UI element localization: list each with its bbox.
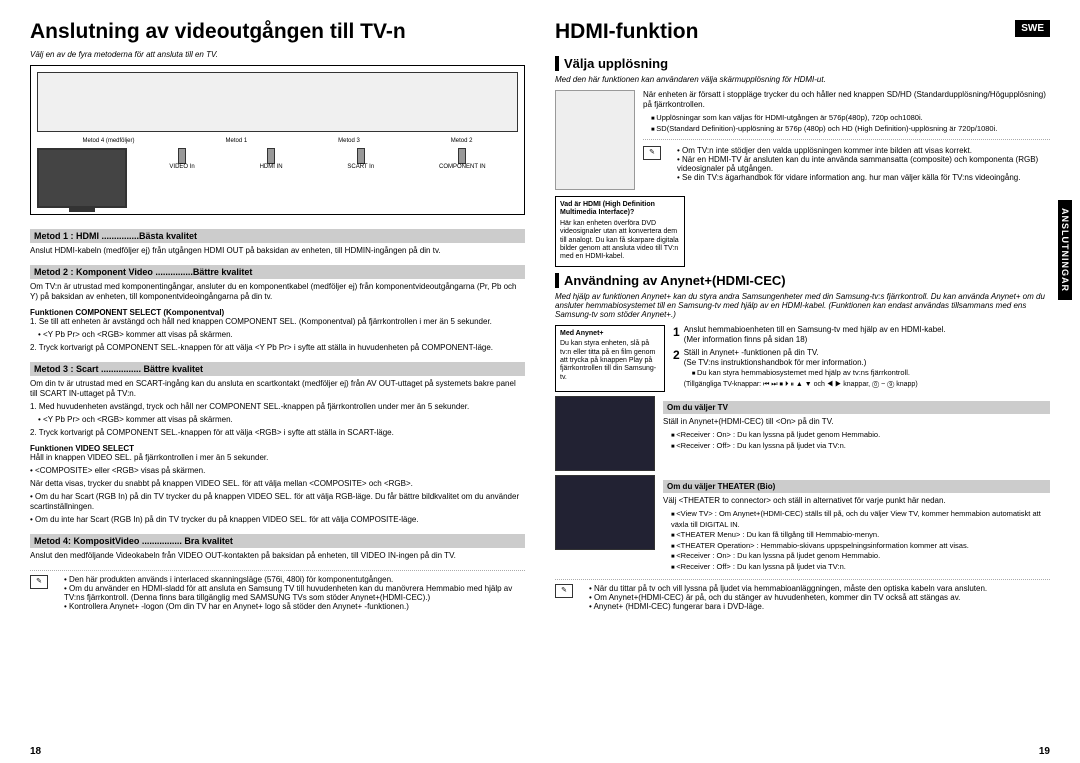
section-subtitle: Med hjälp av funktionen Anynet+ kan du s…	[555, 292, 1050, 319]
body-text: Om TV:n är utrustad med komponentingånga…	[30, 282, 525, 302]
list-item: <Receiver : On> : Du kan lyssna på ljude…	[671, 430, 1050, 441]
note-text: Kontrollera Anynet+ -logon (Om din TV ha…	[64, 602, 525, 611]
note-text: Se din TV:s ägarhandbok för vidare infor…	[677, 173, 1050, 182]
note-text: Om Anynet+(HDMI-CEC) är på, och du stäng…	[589, 593, 987, 602]
port-label: VIDEO In	[169, 164, 194, 170]
list-item: <THEATER Operation> : Hemmabio-skivans u…	[671, 541, 1050, 552]
step-text: Ställ in Anynet+ -funktionen på din TV.	[684, 348, 819, 357]
list-item: <Receiver : On> : Du kan lyssna på ljude…	[671, 551, 1050, 562]
section-subtitle: Med den här funktionen kan användaren vä…	[555, 75, 1050, 84]
list-item: <View TV> : Om Anynet+(HDMI-CEC) ställs …	[671, 509, 1050, 530]
method-heading: Metod 3 : Scart ................ Bättre …	[30, 362, 525, 376]
body-text: Om din tv är utrustad med en SCART-ingån…	[30, 379, 525, 399]
device-back-panel	[37, 72, 518, 132]
port-label: HDMI IN	[260, 164, 283, 170]
function-label: Funktionen VIDEO SELECT	[30, 444, 525, 453]
method-heading: Metod 4: KompositVideo ................ …	[30, 534, 525, 548]
sub-heading: Om du väljer TV	[663, 401, 1050, 414]
page-title: Anslutning av videoutgången till TV-n	[30, 20, 525, 44]
diagram-label: Metod 4 (medföljer)	[82, 138, 134, 144]
page-number: 19	[1039, 746, 1050, 757]
infobox-body: Du kan styra enheten, slå på tv:n eller …	[560, 340, 660, 382]
note-text: Anynet+ (HDMI-CEC) fungerar bara i DVD-l…	[589, 602, 987, 611]
note-text: Den här produkten används i interlaced s…	[64, 575, 525, 584]
list-item: • <Y Pb Pr> och <RGB> kommer att visas p…	[38, 330, 525, 340]
infobox-title: Vad är HDMI (High Definition Multimedia …	[560, 201, 680, 218]
note-text: När en HDMI-TV är ansluten kan du inte a…	[677, 155, 1050, 173]
port-label: SCART In	[347, 164, 374, 170]
step-number: 1	[673, 325, 680, 345]
note-icon: ✎	[643, 146, 661, 160]
list-item: <Receiver : Off> : Du kan lyssna på ljud…	[671, 441, 1050, 452]
tv-icon	[37, 148, 127, 208]
section-heading: Välja upplösning	[555, 56, 1050, 71]
page-number: 18	[30, 746, 41, 757]
hdmi-info-box: Vad är HDMI (High Definition Multimedia …	[555, 196, 685, 267]
list-item: 1. Med huvudenheten avstängd, tryck och …	[30, 402, 525, 412]
section-heading: Användning av Anynet+(HDMI-CEC)	[555, 273, 1050, 288]
body-text: Håll in knappen VIDEO SEL. på fjärrkontr…	[30, 453, 525, 463]
list-item: 2. Tryck kortvarigt på COMPONENT SEL.-kn…	[30, 428, 525, 438]
body-text: När enheten är försatt i stoppläge tryck…	[643, 90, 1050, 110]
sub-heading: Om du väljer THEATER (Bio)	[663, 480, 1050, 493]
step-text: (Se TV:ns instruktionshandbok för mer in…	[684, 358, 867, 367]
list-item: Upplösningar som kan väljas för HDMI-utg…	[651, 113, 1050, 124]
diagram-label: Metod 1	[225, 138, 247, 144]
body-text: När detta visas, trycker du snabbt på kn…	[30, 479, 525, 489]
footnote-block: ✎ Den här produkten används i interlaced…	[30, 570, 525, 611]
method-heading: Metod 2 : Komponent Video ..............…	[30, 265, 525, 279]
note-icon: ✎	[555, 584, 573, 598]
body-text: • <COMPOSITE> eller <RGB> visas på skärm…	[30, 466, 525, 476]
method-heading: Metod 1 : HDMI ...............Bästa kval…	[30, 229, 525, 243]
list-item: 1. Se till att enheten är avstängd och h…	[30, 317, 525, 327]
list-item: Du kan styra hemmabiosystemet med hjälp …	[692, 368, 918, 379]
page-title: HDMI-funktion	[555, 20, 1050, 44]
body-text: Välj <THEATER to connector> och ställ in…	[663, 496, 1050, 506]
list-item: SD(Standard Definition)-upplösning är 57…	[651, 124, 1050, 135]
page-18: Anslutning av videoutgången till TV-n Vä…	[30, 20, 525, 753]
list-item: <THEATER Menu> : Du kan få tillgång till…	[671, 530, 1050, 541]
tv-menu-screenshot	[555, 396, 655, 471]
tv-menu-screenshot	[555, 475, 655, 550]
function-label: Funktionen COMPONENT SELECT (Komponentva…	[30, 308, 525, 317]
section-tab: ANSLUTNINGAR	[1058, 200, 1072, 300]
infobox-title: Med Anynet+	[560, 330, 660, 338]
page-subtitle: Välj en av de fyra metoderna för att ans…	[30, 50, 525, 59]
body-text: • Om du har Scart (RGB In) på din TV try…	[30, 492, 525, 512]
diagram-label: Metod 3	[338, 138, 360, 144]
remote-illustration	[555, 90, 635, 190]
body-text: Anslut den medföljande Videokabeln från …	[30, 551, 525, 561]
diagram-label: Metod 2	[451, 138, 473, 144]
note-text: När du tittar på tv och vill lyssna på l…	[589, 584, 987, 593]
page-19: HDMI-funktion Välja upplösning Med den h…	[555, 20, 1050, 753]
footnote-block: ✎ När du tittar på tv och vill lyssna på…	[555, 579, 1050, 611]
step-text: (Tillgängliga TV-knappar: ⏮ ⏭ ⏹ ⏵ ⏸ ▲ ▼ …	[684, 381, 918, 388]
note-icon: ✎	[30, 575, 48, 589]
infobox-body: Här kan enheten överföra DVD videosignal…	[560, 220, 680, 262]
step-number: 2	[673, 348, 680, 390]
list-item: <Receiver : Off> : Du kan lyssna på ljud…	[671, 562, 1050, 573]
body-text: • Om du inte har Scart (RGB In) på din T…	[30, 515, 525, 525]
connection-diagram: Metod 4 (medföljer) Metod 1 Metod 3 Meto…	[30, 65, 525, 215]
anynet-info-box: Med Anynet+ Du kan styra enheten, slå på…	[555, 325, 665, 393]
list-item: 2. Tryck kortvarigt på COMPONENT SEL.-kn…	[30, 343, 525, 353]
body-text: Ställ in Anynet+(HDMI-CEC) till <On> på …	[663, 417, 1050, 427]
note-text: Om TV:n inte stödjer den valda upplösnin…	[677, 146, 1050, 155]
step-text: (Mer information finns på sidan 18)	[684, 335, 808, 344]
step-text: Anslut hemmabioenheten till en Samsung-t…	[684, 325, 946, 334]
list-item: • <Y Pb Pr> och <RGB> kommer att visas p…	[38, 415, 525, 425]
port-label: COMPONENT IN	[439, 164, 486, 170]
body-text: Anslut HDMI-kabeln (medföljer ej) från u…	[30, 246, 525, 256]
note-text: Om du använder en HDMI-sladd för att ans…	[64, 584, 525, 602]
